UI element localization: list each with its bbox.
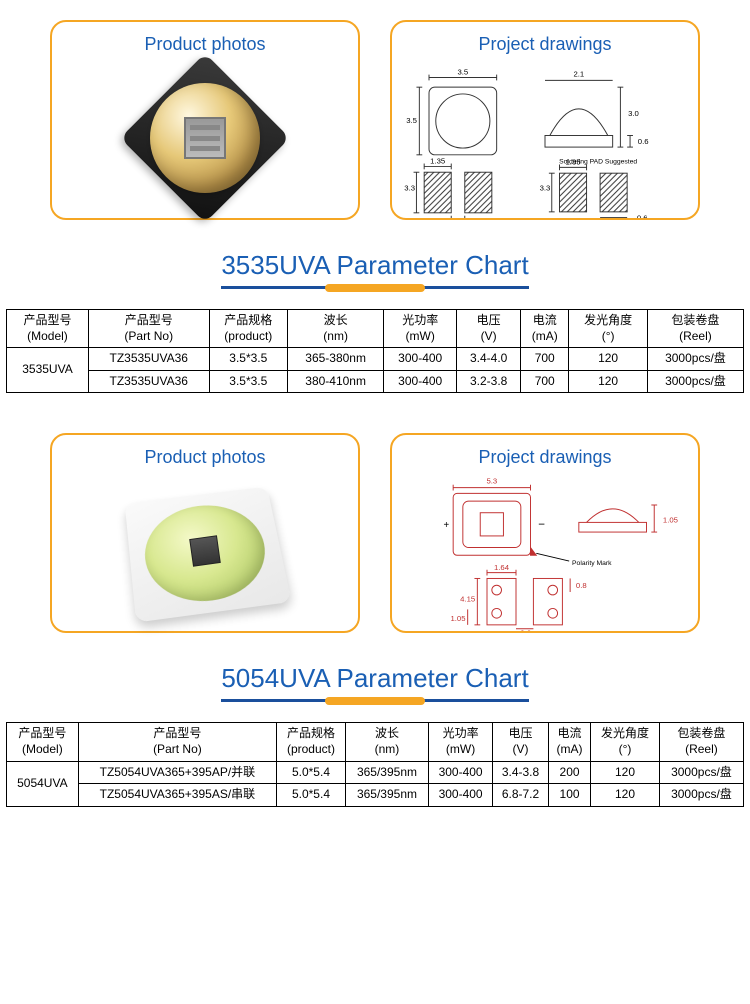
svg-text:−: − — [538, 520, 545, 532]
table-cell: 3000pcs/盘 — [647, 370, 743, 393]
model-cell: 5054UVA — [7, 761, 79, 806]
card-title: Project drawings — [478, 34, 611, 55]
param-table-5054: 产品型号(Model)产品型号(Part No)产品规格(product)波长(… — [6, 722, 744, 806]
card-title: Project drawings — [478, 447, 611, 468]
model-cell: 3535UVA — [7, 348, 89, 393]
dim-label: 1.35 — [566, 157, 581, 166]
table-row: TZ3535UVA363.5*3.5380-410nm300-4003.2-3.… — [7, 370, 744, 393]
table-cell: 365/395nm — [345, 784, 428, 807]
table-header: 波长(nm) — [345, 723, 428, 761]
table-cell: TZ5054UVA365+395AP/并联 — [78, 761, 276, 784]
table-row: 3535UVATZ3535UVA363.5*3.5365-380nm300-40… — [7, 348, 744, 371]
table-header: 包装卷盘(Reel) — [647, 310, 743, 348]
card-title: Product photos — [144, 34, 265, 55]
table-header: 电压(V) — [457, 310, 521, 348]
dim-label: 0.6 — [637, 214, 648, 218]
dim-label: 3.3 — [404, 184, 415, 193]
table-cell: 3.4-3.8 — [493, 761, 549, 784]
card-title: Product photos — [144, 447, 265, 468]
card-row-5054: Product photos Project drawings + — [0, 433, 750, 633]
section-heading: 5054UVA Parameter Chart — [221, 663, 528, 702]
dim-label: 1.35 — [430, 157, 445, 166]
product-photo-5054 — [60, 476, 350, 626]
table-header: 光功率(mW) — [384, 310, 457, 348]
table-header: 产品型号(Model) — [7, 723, 79, 761]
table-cell: 3000pcs/盘 — [659, 784, 743, 807]
dim-label: 4.15 — [460, 595, 475, 604]
dim-label: 1.05 — [450, 614, 465, 623]
table-header: 产品规格(product) — [209, 310, 288, 348]
table-cell: 300-400 — [384, 370, 457, 393]
table-cell: 120 — [591, 761, 660, 784]
table-header: 产品型号(Part No) — [88, 310, 209, 348]
table-cell: 700 — [521, 348, 569, 371]
table-header: 光功率(mW) — [429, 723, 493, 761]
dim-label: 0.6 — [520, 629, 531, 631]
section-title-3535: 3535UVA Parameter Chart — [0, 250, 750, 289]
table-header: 电压(V) — [493, 723, 549, 761]
card-row-3535: Product photos Project drawings 3.5 — [0, 20, 750, 220]
table-header: 包装卷盘(Reel) — [659, 723, 743, 761]
dim-label: 3.5 — [457, 68, 468, 77]
table-cell: TZ5054UVA365+395AS/串联 — [78, 784, 276, 807]
dim-label: 2.1 — [573, 70, 584, 79]
table-cell: 700 — [521, 370, 569, 393]
table-header: 电流(mA) — [548, 723, 590, 761]
project-drawing-3535: 3.5 3.5 2.1 3.0 0.6 — [400, 63, 690, 218]
table-cell: 3.5*3.5 — [209, 348, 288, 371]
table-cell: 6.8-7.2 — [493, 784, 549, 807]
table-row: 5054UVATZ5054UVA365+395AP/并联5.0*5.4365/3… — [7, 761, 744, 784]
table-cell: 3.2-3.8 — [457, 370, 521, 393]
table-cell: 5.0*5.4 — [277, 784, 346, 807]
table-cell: 365-380nm — [288, 348, 384, 371]
dim-label: 1.05 — [663, 516, 678, 525]
table-header: 电流(mA) — [521, 310, 569, 348]
project-drawing-card-5054: Project drawings + − 5.3 Polarity Mark — [390, 433, 700, 633]
table-header: 产品型号(Model) — [7, 310, 89, 348]
project-drawing-card-3535: Project drawings 3.5 3.5 — [390, 20, 700, 220]
table-cell: TZ3535UVA36 — [88, 348, 209, 371]
table-cell: 365/395nm — [345, 761, 428, 784]
param-table-3535: 产品型号(Model)产品型号(Part No)产品规格(product)波长(… — [6, 309, 744, 393]
product-photo-card-3535: Product photos — [50, 20, 360, 220]
product-photo-3535 — [60, 63, 350, 213]
table-cell: 3.4-4.0 — [457, 348, 521, 371]
table-header: 产品型号(Part No) — [78, 723, 276, 761]
dim-label: 0.6 — [638, 137, 649, 146]
table-cell: TZ3535UVA36 — [88, 370, 209, 393]
table-cell: 120 — [569, 348, 648, 371]
dim-label: 5.3 — [486, 477, 497, 486]
dim-label: 0.8 — [576, 582, 587, 591]
table-header: 产品规格(product) — [277, 723, 346, 761]
dim-label: 3.0 — [628, 109, 639, 118]
table-cell: 300-400 — [429, 784, 493, 807]
section-title-5054: 5054UVA Parameter Chart — [0, 663, 750, 702]
table-cell: 3000pcs/盘 — [659, 761, 743, 784]
table-row: TZ5054UVA365+395AS/串联5.0*5.4365/395nm300… — [7, 784, 744, 807]
dim-label: 1.64 — [494, 563, 510, 572]
table-cell: 5.0*5.4 — [277, 761, 346, 784]
polarity-label: Polarity Mark — [572, 560, 612, 567]
table-cell: 100 — [548, 784, 590, 807]
table-cell: 3000pcs/盘 — [647, 348, 743, 371]
table-cell: 200 — [548, 761, 590, 784]
table-cell: 380-410nm — [288, 370, 384, 393]
table-header: 发光角度(°) — [591, 723, 660, 761]
dim-label: 3.5 — [406, 116, 417, 125]
project-drawing-5054: + − 5.3 Polarity Mark 1.05 — [400, 476, 690, 631]
table-cell: 120 — [591, 784, 660, 807]
table-cell: 3.5*3.5 — [209, 370, 288, 393]
table-cell: 300-400 — [384, 348, 457, 371]
table-header: 发光角度(°) — [569, 310, 648, 348]
table-cell: 120 — [569, 370, 648, 393]
table-cell: 300-400 — [429, 761, 493, 784]
section-heading: 3535UVA Parameter Chart — [221, 250, 528, 289]
dim-label: 3.3 — [540, 184, 551, 193]
product-photo-card-5054: Product photos — [50, 433, 360, 633]
table-header: 波长(nm) — [288, 310, 384, 348]
svg-text:+: + — [444, 521, 450, 532]
